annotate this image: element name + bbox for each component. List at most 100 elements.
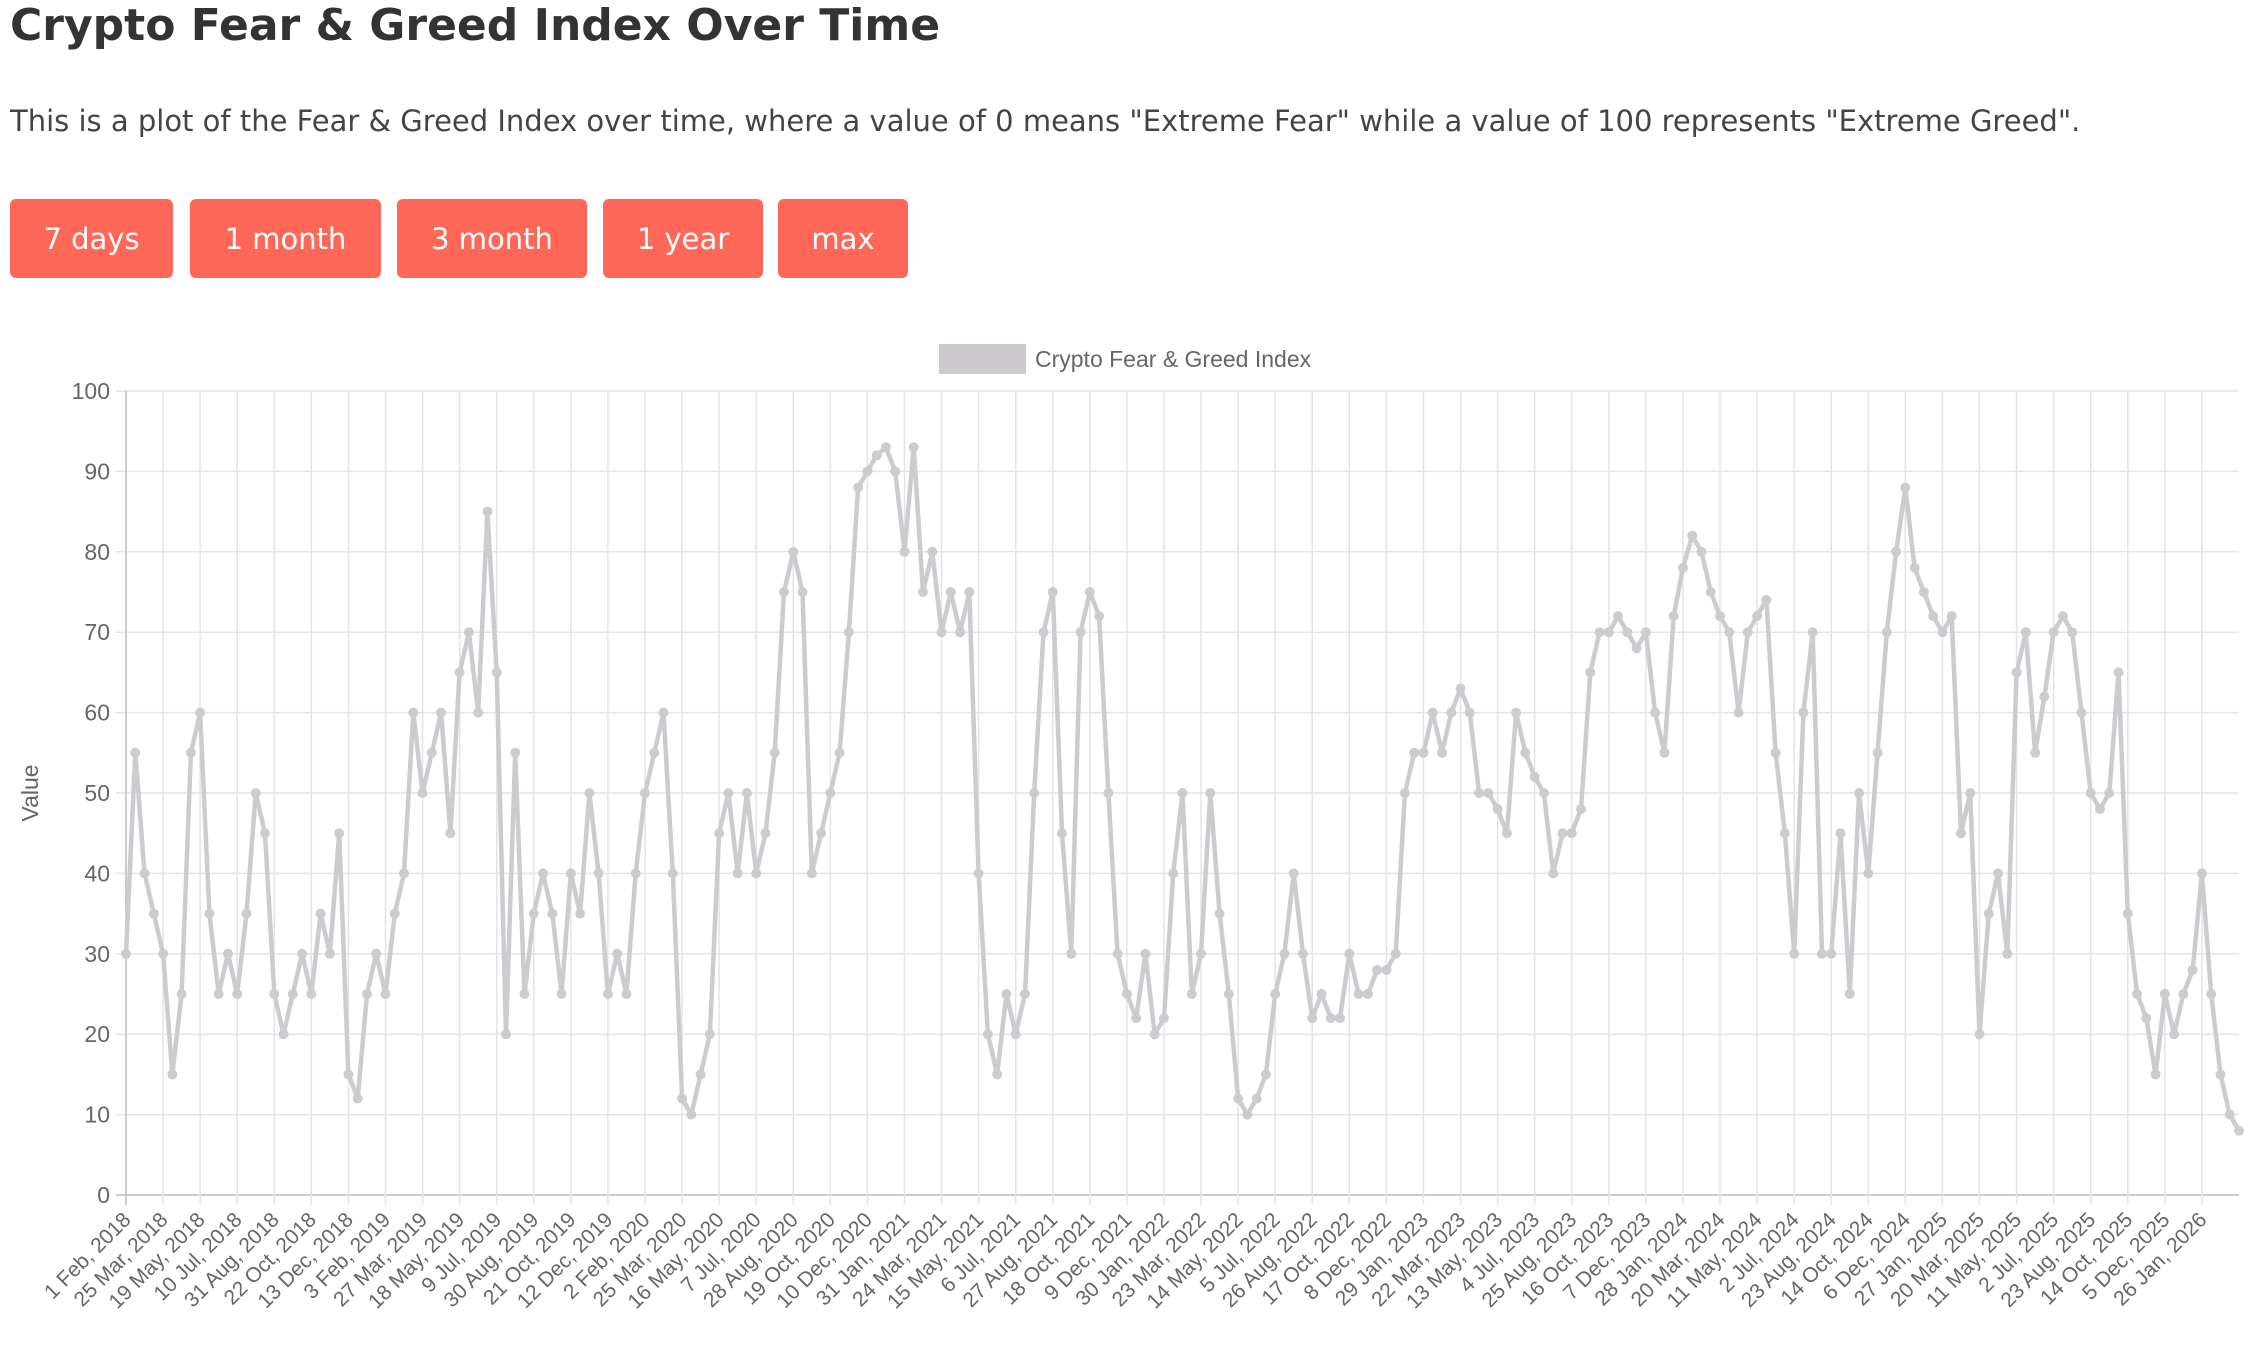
data-point (1288, 868, 1299, 879)
data-point (556, 989, 567, 999)
x-tick-label: 22 Oct, 2018 (220, 1208, 321, 1309)
range-button[interactable]: max (778, 199, 908, 278)
data-point (1390, 948, 1401, 959)
data-point (1928, 611, 1939, 622)
data-point (361, 989, 372, 999)
data-point (1436, 747, 1447, 758)
x-tick-label: 28 Aug, 2020 (699, 1208, 803, 1312)
data-point (1362, 989, 1373, 999)
data-point (1075, 627, 1086, 638)
x-tick-label: 20 Mar, 2024 (1627, 1208, 1730, 1311)
data-point (1770, 747, 1781, 758)
x-tick-label: 13 May, 2023 (1402, 1208, 1507, 1313)
data-point (297, 948, 308, 959)
data-point (2159, 989, 2170, 999)
range-button[interactable]: 3 month (397, 199, 587, 278)
data-point (2113, 667, 2124, 678)
data-point (2085, 788, 2096, 798)
data-point (797, 587, 808, 597)
data-point (1103, 788, 1114, 798)
x-tick-label: 14 Oct, 2024 (1777, 1208, 1879, 1310)
data-point (677, 1093, 688, 1104)
data-point (2094, 804, 2105, 815)
data-point (788, 546, 799, 557)
x-tick-label: 14 Oct, 2025 (2036, 1208, 2137, 1309)
data-point (2030, 747, 2041, 758)
data-point (269, 989, 280, 999)
data-point (741, 788, 752, 798)
data-point (778, 587, 789, 597)
data-point (1529, 771, 1540, 782)
data-point (1279, 948, 1290, 959)
data-point (1131, 1013, 1142, 1024)
x-tick-label: 6 Jul, 2021 (936, 1208, 1025, 1297)
data-point (1483, 788, 1494, 798)
data-point (1409, 747, 1420, 758)
data-point (1047, 587, 1058, 597)
data-point (1585, 667, 1596, 678)
data-point (1659, 747, 1670, 758)
data-point (639, 788, 650, 798)
data-point (1168, 868, 1179, 879)
range-button[interactable]: 7 days (10, 199, 173, 278)
data-point (1974, 1029, 1985, 1040)
data-point (2132, 989, 2143, 999)
data-point (899, 546, 910, 557)
data-point (1640, 627, 1651, 638)
data-point (2234, 1125, 2244, 1136)
data-point (1650, 707, 1661, 718)
range-button[interactable]: 1 year (603, 199, 763, 278)
data-point (1603, 627, 1614, 638)
data-point (1511, 707, 1522, 718)
data-point (936, 627, 947, 638)
data-point (1149, 1029, 1160, 1040)
data-point (1019, 989, 1030, 999)
x-tick-label: 23 Aug, 2024 (1737, 1208, 1841, 1312)
data-point (121, 948, 131, 959)
data-point (454, 667, 465, 678)
data-point (955, 627, 966, 638)
data-point (1937, 627, 1948, 638)
x-tick-label: 29 Jan, 2023 (1331, 1208, 1433, 1310)
data-point (1789, 948, 1800, 959)
x-tick-label: 18 Oct, 2021 (998, 1208, 1099, 1309)
x-tick-label: 12 Dec, 2019 (513, 1208, 618, 1313)
data-point (547, 908, 558, 919)
data-point (1381, 964, 1392, 975)
data-point (222, 948, 233, 959)
data-point (445, 828, 456, 839)
x-tick-label: 2 Feb, 2020 (559, 1208, 655, 1304)
data-point (528, 908, 539, 919)
data-point (1705, 587, 1716, 597)
data-point (806, 868, 817, 879)
data-point (1965, 788, 1976, 798)
x-tick-label: 10 Jul, 2018 (150, 1208, 247, 1305)
data-point (2169, 1029, 2180, 1040)
data-point (853, 482, 864, 493)
y-tick-label: 100 (72, 378, 110, 404)
data-point (436, 707, 447, 718)
data-point (1557, 828, 1568, 839)
data-point (834, 747, 845, 758)
x-tick-label: 9 Dec, 2021 (1040, 1208, 1136, 1304)
data-point (1807, 627, 1818, 638)
data-point (1993, 868, 2004, 879)
range-button[interactable]: 1 month (190, 199, 381, 278)
data-point (148, 908, 159, 919)
data-point (1742, 627, 1753, 638)
data-point (1474, 788, 1485, 798)
y-tick-label: 10 (84, 1102, 110, 1128)
data-point (843, 627, 854, 638)
data-point (1909, 562, 1920, 573)
data-point (1622, 627, 1633, 638)
data-point (241, 908, 252, 919)
data-point (2150, 1069, 2161, 1080)
x-tick-label: 24 Mar, 2021 (848, 1208, 951, 1311)
x-tick-label: 4 Jul, 2023 (1455, 1208, 1544, 1297)
data-point (1270, 989, 1281, 999)
legend-label: Crypto Fear & Greed Index (1035, 346, 1312, 372)
data-point (334, 828, 345, 839)
data-point (1307, 1013, 1318, 1024)
